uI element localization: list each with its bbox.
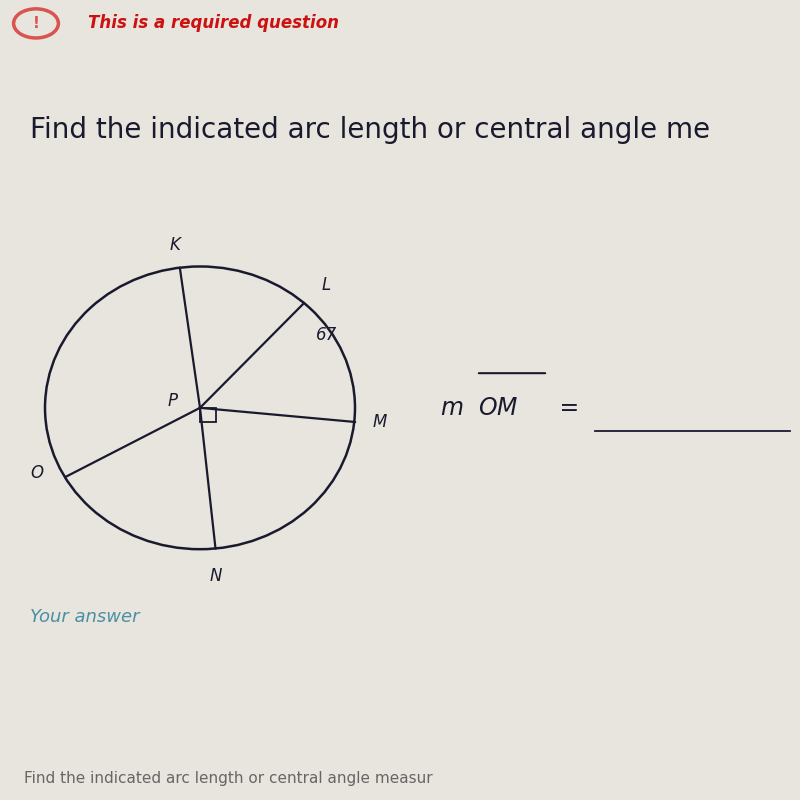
Text: Find the indicated arc length or central angle me: Find the indicated arc length or central… bbox=[30, 116, 710, 144]
Text: Your answer: Your answer bbox=[30, 609, 139, 626]
Text: P: P bbox=[168, 391, 178, 410]
Bar bbox=[200, 408, 215, 422]
Text: O: O bbox=[30, 463, 43, 482]
Text: K: K bbox=[170, 236, 180, 254]
Text: !: ! bbox=[33, 16, 39, 31]
Text: =: = bbox=[552, 396, 579, 420]
Text: 67: 67 bbox=[316, 326, 337, 344]
Text: $OM$: $OM$ bbox=[478, 396, 518, 420]
Text: L: L bbox=[322, 276, 331, 294]
Text: M: M bbox=[373, 413, 387, 431]
Text: This is a required question: This is a required question bbox=[88, 14, 339, 32]
Text: N: N bbox=[210, 566, 222, 585]
Text: $m$: $m$ bbox=[440, 396, 463, 420]
Text: Find the indicated arc length or central angle measur: Find the indicated arc length or central… bbox=[24, 771, 433, 786]
